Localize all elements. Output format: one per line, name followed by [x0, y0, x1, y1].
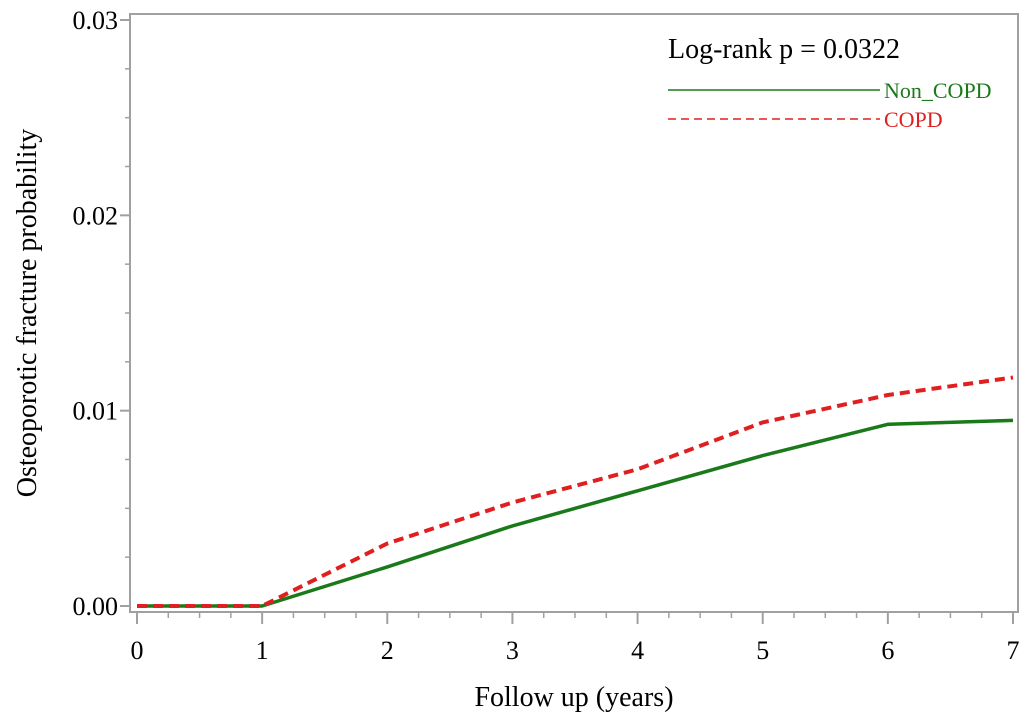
annotation-logrank: Log-rank p = 0.0322	[668, 34, 900, 65]
plot-frame	[129, 13, 1019, 613]
legend: Non_COPD COPD	[668, 78, 992, 132]
series-line-copd	[137, 375, 1014, 608]
series-layer	[137, 375, 1014, 608]
x-tick-label: 6	[881, 636, 894, 665]
x-tick-label: 3	[506, 636, 519, 665]
x-tick-label: 7	[1007, 636, 1020, 665]
x-tick-label: 1	[256, 636, 269, 665]
x-tick-label: 5	[756, 636, 769, 665]
series-line-non-copd	[137, 418, 1014, 608]
y-tick-label: 0.02	[73, 201, 119, 230]
y-tick-label: 0.00	[73, 592, 119, 621]
y-axis-title: Osteoporotic fracture probability	[12, 129, 43, 498]
x-tick-label: 2	[381, 636, 394, 665]
legend-label-copd: COPD	[884, 107, 943, 132]
y-axis: 0.00 0.01 0.02 0.03	[73, 6, 130, 621]
legend-label-non-copd: Non_COPD	[884, 78, 992, 103]
x-axis-title: Follow up (years)	[474, 682, 673, 713]
y-tick-label: 0.03	[73, 6, 119, 35]
x-tick-label: 0	[131, 636, 144, 665]
x-axis: 0 1 2 3 4 5 6 7	[131, 612, 1020, 665]
x-tick-label: 4	[631, 636, 644, 665]
y-tick-label: 0.01	[73, 397, 119, 426]
